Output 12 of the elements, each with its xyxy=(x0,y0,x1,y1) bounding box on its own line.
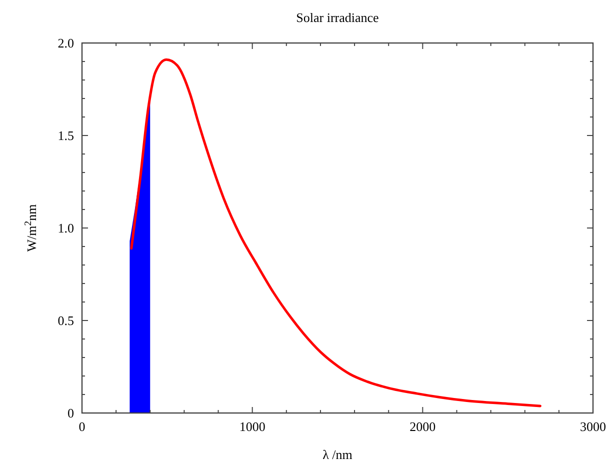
y-tick-label: 0 xyxy=(68,406,74,420)
line-series xyxy=(130,58,542,408)
x-tick-label: 2000 xyxy=(410,419,436,434)
y-tick-label: 1.5 xyxy=(58,128,74,143)
y-tick-label: 2.0 xyxy=(58,36,74,50)
x-tick-label: 1000 xyxy=(239,419,266,434)
y-tick-label: 0.5 xyxy=(58,313,74,328)
x-tick-label: 0 xyxy=(78,419,86,434)
x-axis-title: λ /nm xyxy=(322,447,352,462)
chart-title: Solar irradiance xyxy=(296,10,380,25)
x-tick-label: 3000 xyxy=(580,419,606,434)
y-tick-label: 1.0 xyxy=(58,220,74,236)
